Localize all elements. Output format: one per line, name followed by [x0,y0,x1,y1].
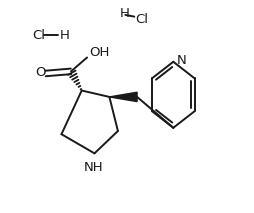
Text: O: O [35,66,46,79]
Text: Cl: Cl [134,13,147,26]
Text: NH: NH [83,161,103,174]
Text: Cl: Cl [33,29,45,42]
Text: H: H [120,7,129,20]
Text: H: H [59,29,69,42]
Polygon shape [109,92,137,102]
Text: N: N [176,54,185,67]
Text: OH: OH [89,46,109,59]
